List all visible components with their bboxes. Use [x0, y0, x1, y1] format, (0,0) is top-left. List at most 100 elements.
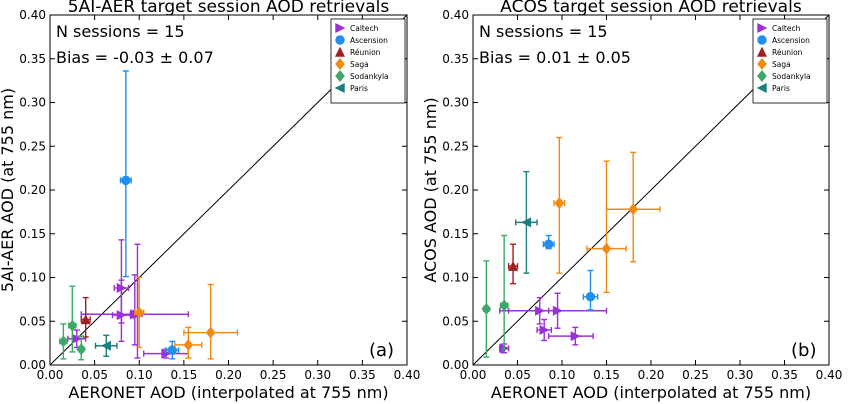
x-tick-label: 0.00	[37, 368, 64, 382]
data-point	[121, 175, 131, 186]
error-bars	[119, 70, 132, 278]
x-axis-label: AERONET AOD (interpolated at 755 nm)	[68, 383, 388, 402]
y-tick-label: 0.20	[442, 183, 469, 197]
legend-marker	[756, 82, 767, 94]
legend-label: Saga	[350, 60, 369, 69]
data-point	[58, 335, 69, 348]
data-point	[80, 314, 91, 325]
data-point	[543, 239, 554, 249]
legend-marker	[334, 46, 346, 57]
y-tick-label: 0.25	[19, 139, 46, 153]
x-tick-label: 0.15	[593, 368, 620, 382]
data-point	[628, 203, 639, 216]
x-tick-label: 0.15	[171, 368, 198, 382]
data-point	[508, 260, 519, 271]
y-tick-label: 0.25	[442, 139, 469, 153]
panel-label: (a)	[369, 340, 394, 361]
panel-label: (b)	[791, 340, 816, 361]
series-sodankyla	[481, 234, 509, 358]
error-bars	[183, 283, 239, 360]
legend-label: Caltech	[772, 24, 801, 33]
y-tick-label: 0.10	[442, 271, 469, 285]
x-tick-label: 0.40	[816, 368, 843, 382]
data-point	[552, 305, 563, 316]
x-tick-label: 0.05	[504, 368, 531, 382]
y-tick-label: 0.35	[442, 52, 469, 66]
chart-title: 5AI-AER target session AOD retrievals	[68, 0, 390, 17]
bias-text: Bias = 0.01 ± 0.05	[479, 48, 631, 67]
x-tick-label: 0.30	[304, 368, 331, 382]
legend-label: Sodankyla	[350, 72, 389, 81]
x-tick-label: 0.05	[81, 368, 108, 382]
legend-marker	[756, 46, 768, 57]
data-point	[76, 343, 87, 356]
x-tick-label: 0.25	[260, 368, 287, 382]
y-tick-label: 0.00	[19, 358, 46, 372]
series-saga	[553, 136, 661, 294]
legend-label: Paris	[772, 84, 790, 93]
data-point	[521, 217, 532, 228]
data-point	[205, 326, 216, 339]
n-sessions-text: N sessions = 15	[56, 22, 185, 41]
x-tick-label: 0.30	[727, 368, 754, 382]
series-runion	[507, 243, 519, 285]
series-sodankyla	[58, 285, 87, 361]
y-tick-label: 0.10	[19, 271, 46, 285]
series-ascension	[542, 234, 599, 311]
n-sessions-text: N sessions = 15	[479, 22, 608, 41]
y-tick-label: 0.30	[19, 96, 46, 110]
legend-marker	[334, 82, 345, 94]
series-paris	[515, 170, 538, 274]
legend-marker	[757, 70, 767, 82]
series-paris	[94, 334, 118, 357]
data-point	[116, 310, 127, 321]
x-tick-label: 0.10	[126, 368, 153, 382]
data-point	[183, 338, 194, 351]
y-tick-label: 0.40	[19, 8, 46, 22]
series-ascension	[119, 70, 180, 360]
error-bars	[582, 269, 599, 311]
y-tick-label: 0.20	[19, 183, 46, 197]
legend-label: Ascension	[772, 36, 810, 45]
data-point	[601, 242, 612, 255]
legend-label: Réunion	[772, 48, 803, 57]
legend-marker	[757, 22, 768, 34]
panel-b: 0.00 0.05 0.10 0.15 0.20 0.25 0.30 0.35 0.40 0.00…	[421, 0, 842, 402]
data-point	[67, 319, 78, 332]
legend-label: Paris	[350, 84, 368, 93]
legend-box	[330, 18, 406, 104]
y-tick-label: 0.35	[19, 52, 46, 66]
series-saga	[134, 276, 239, 360]
series-runion	[80, 296, 91, 338]
legend-marker	[335, 70, 345, 82]
y-axis-label: ACOS AOD (at 755 nm)	[421, 97, 440, 282]
data-point	[539, 324, 550, 336]
legend-label: Caltech	[350, 24, 379, 33]
legend: Caltech Ascension Réunion Saga Sodankyla Pari…	[330, 18, 406, 104]
legend-marker	[757, 58, 767, 70]
x-tick-label: 0.20	[215, 368, 242, 382]
x-tick-label: 0.10	[549, 368, 576, 382]
x-axis-label: AERONET AOD (interpolated at 755 nm)	[491, 383, 811, 402]
y-tick-label: 0.15	[442, 227, 469, 241]
x-tick-label: 0.00	[460, 368, 487, 382]
y-tick-label: 0.05	[442, 314, 469, 328]
legend: Caltech Ascension Réunion Saga Sodankyla Pari…	[752, 18, 828, 104]
y-axis-label: 5AI-AER AOD (at 755 nm)	[0, 88, 17, 292]
y-tick-label: 0.30	[442, 96, 469, 110]
data-point	[134, 306, 145, 319]
y-tick-label: 0.40	[442, 8, 469, 22]
bias-text: Bias = -0.03 ± 0.07	[56, 48, 214, 67]
error-bars	[586, 160, 627, 294]
x-tick-label: 0.35	[349, 368, 376, 382]
legend-marker	[335, 58, 345, 70]
x-tick-label: 0.25	[682, 368, 709, 382]
chart-title: ACOS target session AOD retrievals	[500, 0, 802, 17]
legend-label: Réunion	[350, 48, 381, 57]
data-point	[499, 299, 509, 312]
x-tick-label: 0.20	[638, 368, 665, 382]
y-tick-label: 0.05	[19, 314, 46, 328]
legend-label: Saga	[772, 60, 791, 69]
data-point	[535, 305, 546, 316]
